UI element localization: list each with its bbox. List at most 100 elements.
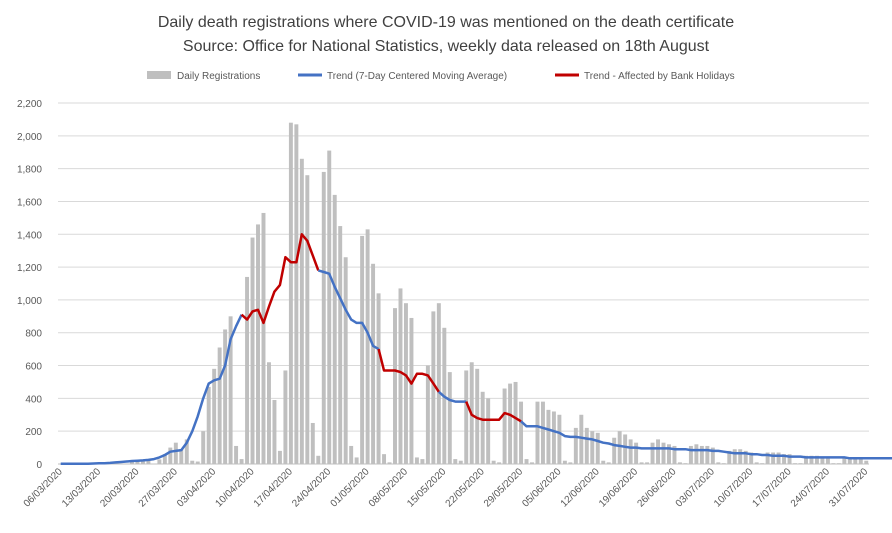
bar	[431, 311, 436, 464]
bar	[656, 439, 661, 464]
bar	[223, 329, 228, 464]
bar	[195, 461, 200, 464]
bar	[266, 362, 271, 464]
bar	[853, 457, 858, 464]
bar	[162, 454, 167, 464]
bars	[58, 122, 869, 465]
x-tick-label: 01/05/2020	[329, 466, 372, 509]
x-tick-label: 24/04/2020	[290, 466, 333, 509]
bar	[354, 457, 359, 464]
trend-line-segment	[60, 314, 243, 466]
y-tick-label: 1,200	[17, 263, 42, 274]
bar	[256, 224, 260, 464]
bar	[250, 237, 255, 464]
bar	[705, 445, 710, 464]
bar	[321, 171, 326, 464]
bar	[699, 445, 704, 464]
bar	[299, 158, 304, 465]
x-tick-label: 08/05/2020	[367, 466, 410, 509]
bar	[206, 386, 211, 464]
bar	[842, 457, 847, 464]
bar	[190, 460, 195, 464]
bar	[310, 422, 315, 464]
x-tick-label: 19/06/2020	[597, 466, 640, 509]
bar	[694, 444, 699, 464]
bar	[650, 442, 655, 464]
bar	[628, 439, 633, 464]
bar	[776, 452, 781, 464]
bar	[639, 462, 644, 464]
bar	[634, 442, 639, 464]
bar	[584, 427, 589, 464]
x-tick-label: 17/07/2020	[750, 466, 793, 509]
bar	[858, 459, 863, 464]
bar	[146, 459, 151, 464]
bar	[814, 455, 819, 464]
y-tick-label: 2,000	[17, 132, 42, 143]
x-tick-label: 03/04/2020	[175, 466, 218, 509]
bar	[316, 455, 321, 464]
bar	[212, 368, 217, 464]
bar	[436, 303, 441, 464]
bar	[677, 462, 682, 464]
bar	[562, 460, 567, 464]
bar	[349, 445, 354, 464]
bar	[710, 447, 715, 464]
bar	[475, 368, 480, 464]
bar	[667, 444, 671, 464]
x-tick-label: 05/06/2020	[520, 466, 563, 509]
bar	[519, 401, 524, 464]
y-tick-label: 1,600	[17, 197, 42, 208]
x-tick-label: 10/07/2020	[712, 466, 755, 509]
bar	[130, 461, 134, 464]
trend-line-segment	[240, 233, 320, 325]
trend-line-segment	[520, 420, 892, 460]
bar	[590, 431, 595, 464]
bar	[771, 452, 776, 464]
x-tick-label: 15/05/2020	[405, 466, 448, 509]
x-tick-label: 17/04/2020	[252, 466, 295, 509]
bar	[579, 414, 584, 464]
bar	[447, 372, 452, 464]
trend-line-segment	[317, 269, 380, 351]
bar	[414, 457, 419, 464]
bar	[765, 452, 770, 464]
bar	[480, 391, 485, 464]
y-tick-label: 1,400	[17, 230, 42, 241]
bar	[508, 383, 513, 464]
x-tick-label: 12/06/2020	[559, 466, 602, 509]
bar	[425, 365, 430, 464]
legend-label-trend: Trend (7-Day Centered Moving Average)	[327, 71, 507, 82]
trend-lines	[60, 233, 892, 466]
bar	[787, 454, 792, 464]
bar	[327, 150, 332, 464]
bar	[338, 226, 343, 464]
bar	[173, 442, 178, 464]
y-tick-label: 800	[25, 329, 42, 340]
bar	[743, 450, 748, 464]
bar	[749, 452, 754, 464]
x-axis-ticks: 06/03/202013/03/202020/03/202027/03/2020…	[22, 466, 871, 509]
x-tick-label: 29/05/2020	[482, 466, 525, 509]
bar	[524, 459, 529, 464]
bar	[546, 409, 551, 464]
bar	[360, 235, 365, 464]
bar	[420, 459, 425, 464]
bar	[497, 462, 502, 464]
bar	[754, 462, 759, 464]
bar	[672, 445, 677, 464]
bar	[382, 454, 387, 464]
y-tick-label: 400	[25, 394, 42, 405]
bar	[727, 450, 732, 464]
bar	[661, 442, 666, 464]
bar	[409, 317, 414, 464]
bar	[239, 459, 244, 464]
trend-line-segment	[465, 401, 522, 423]
bar	[502, 388, 507, 464]
bar	[820, 457, 825, 464]
bar	[864, 460, 869, 464]
bar	[573, 427, 578, 464]
bar	[277, 450, 282, 464]
bar	[491, 460, 496, 464]
chart-title: Daily death registrations where COVID-19…	[158, 14, 734, 31]
